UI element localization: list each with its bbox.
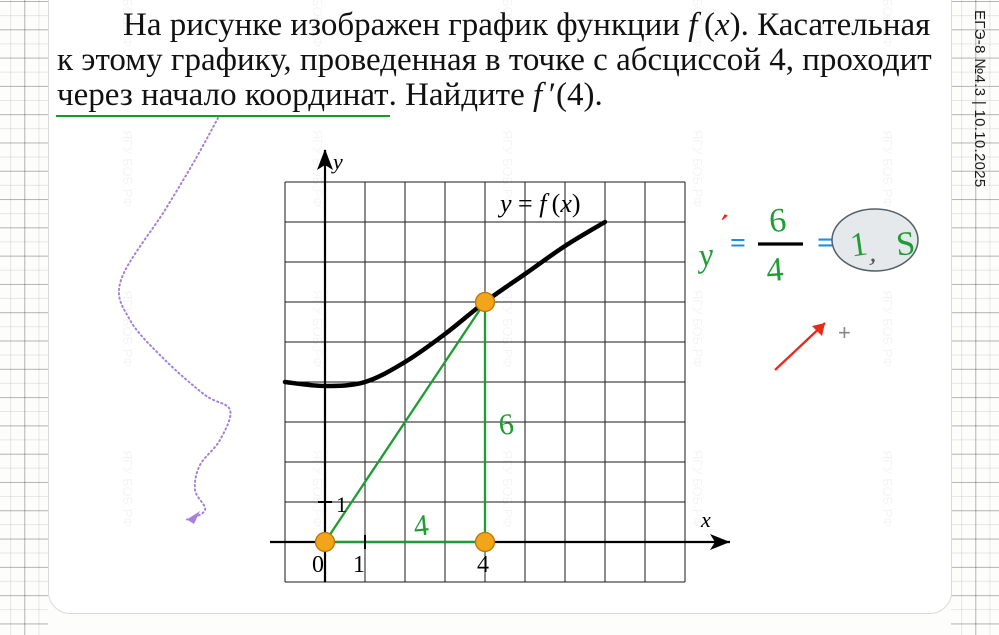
- svg-text:4: 4: [412, 509, 430, 543]
- svg-text:1: 1: [353, 552, 365, 578]
- svg-text:y: y: [331, 149, 343, 174]
- svg-text:y = f (x): y = f (x): [497, 189, 581, 218]
- svg-text:y: y: [694, 237, 716, 275]
- svg-text:S: S: [895, 225, 917, 264]
- svg-text:0: 0: [312, 552, 324, 578]
- svg-text:+: +: [838, 320, 851, 345]
- svg-text:1: 1: [336, 492, 347, 517]
- svg-text:6: 6: [768, 202, 788, 240]
- svg-text:6: 6: [497, 408, 515, 442]
- svg-text:=: =: [730, 228, 746, 259]
- svg-text:x: x: [700, 507, 711, 532]
- svg-text:4: 4: [765, 251, 785, 289]
- svg-text:4: 4: [477, 552, 489, 578]
